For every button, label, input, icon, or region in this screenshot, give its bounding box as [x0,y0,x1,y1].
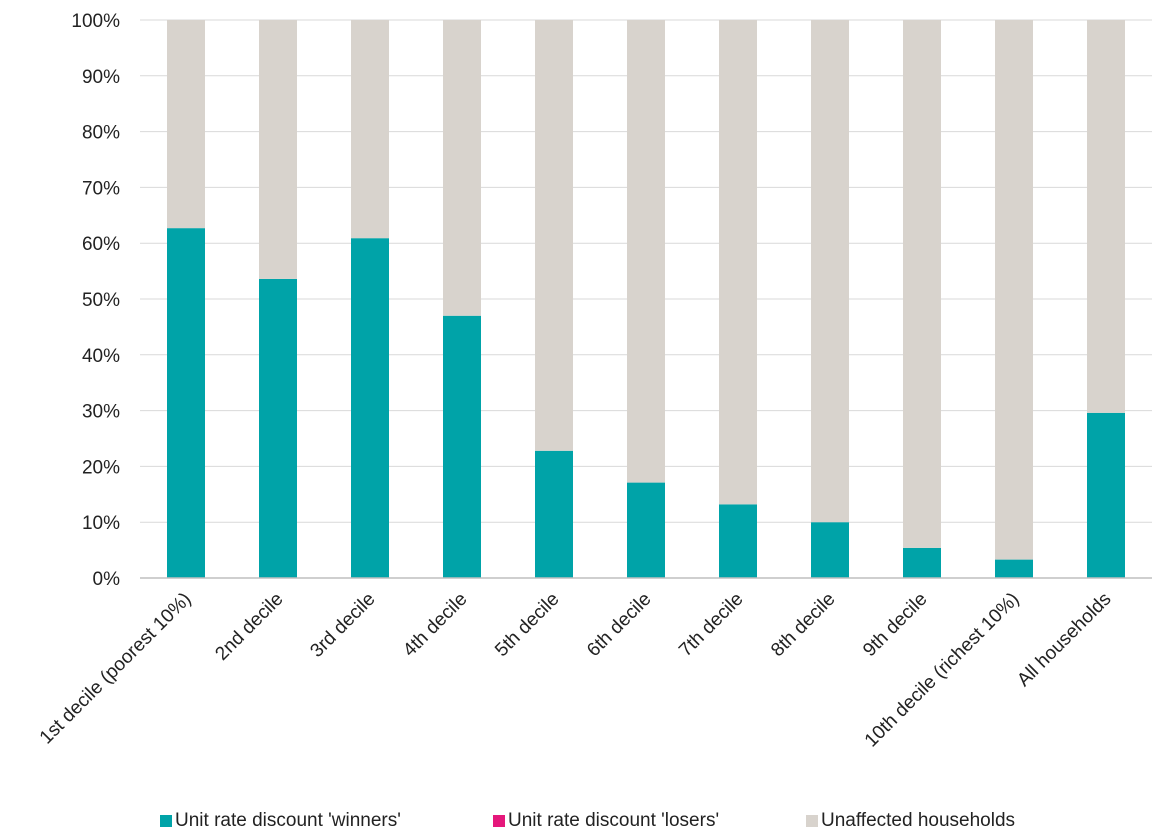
y-tick-label: 90% [82,67,120,88]
bar-segment [811,20,849,523]
legend-item: Unit rate discount 'winners' [160,810,401,832]
x-tick-label: 8th decile [767,589,839,661]
legend-swatch [160,815,172,827]
y-tick-label: 60% [82,234,120,255]
y-tick-label: 40% [82,346,120,367]
bar-segment [351,20,389,239]
x-tick-label: 1st decile (poorest 10%) [36,589,196,749]
y-tick-label: 0% [93,569,121,590]
x-tick-label: All households [1013,589,1115,691]
legend-swatch [493,815,505,827]
y-tick-label: 20% [82,457,120,478]
x-tick-label: 7th decile [675,589,747,661]
y-tick-label: 100% [71,11,120,32]
bar-segment [627,20,665,483]
bar-segment [1087,20,1125,413]
legend-label: Unit rate discount 'winners' [175,810,401,831]
bar-segment [995,20,1033,560]
x-tick-label: 6th decile [583,589,655,661]
x-tick-label: 10th decile (richest 10%) [861,589,1024,752]
bar-segment [627,482,665,578]
y-tick-label: 80% [82,123,120,144]
legend: Unit rate discount 'winners' Unit rate di… [0,810,1171,832]
x-tick-label: 4th decile [399,589,471,661]
y-tick-label: 30% [82,402,120,423]
y-tick-label: 50% [82,290,120,311]
bar-segment [259,278,297,578]
legend-swatch [806,815,818,827]
bar-segment [259,20,297,279]
bar-segment [167,228,205,578]
x-tick-label: 2nd decile [211,589,287,665]
bar-segment [995,559,1033,578]
bar-segment [167,20,205,229]
bar-segment [719,20,757,505]
bar-segment [443,315,481,578]
chart-plot: 0% 10% 20% 30% 40% 50% 60% 70% 80% 90% 100% 1st dec… [36,11,1152,752]
x-tick-label: 9th decile [859,589,931,661]
y-tick-label: 70% [82,178,120,199]
x-tick-label: 3rd decile [306,589,379,662]
bar-segment [443,20,481,316]
legend-item: Unaffected households [806,810,1015,832]
bar-segment [351,238,389,579]
bar-segment [535,20,573,451]
bar-segment [903,547,941,578]
y-tick-label: 10% [82,513,120,534]
bar-segment [811,522,849,578]
bars [167,20,1125,579]
bar-segment [535,450,573,578]
bar-segment [903,20,941,548]
bar-segment [719,504,757,578]
legend-item: Unit rate discount 'losers' [493,810,719,832]
legend-label: Unaffected households [821,810,1016,831]
bar-segment [1087,412,1125,578]
x-tick-label: 5th decile [491,589,563,661]
legend-label: Unit rate discount 'losers' [508,810,720,831]
